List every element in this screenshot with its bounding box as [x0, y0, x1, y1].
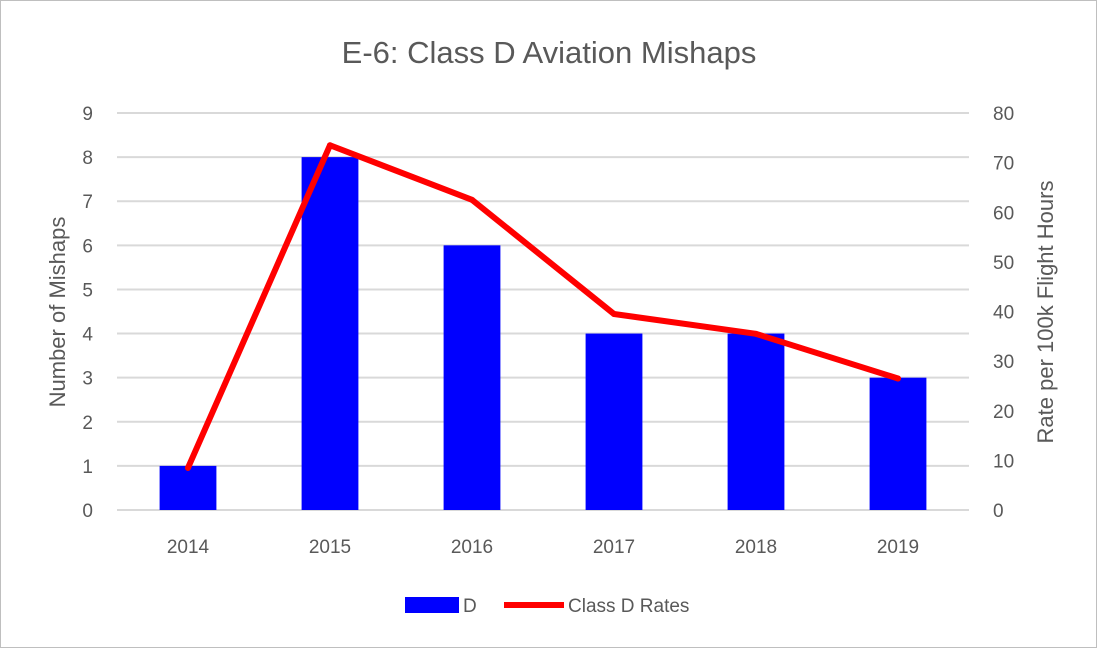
- y-tick-label: 6: [82, 236, 93, 257]
- y2-axis-label: Rate per 100k Flight Hours: [1033, 181, 1058, 444]
- rate-point: [753, 330, 759, 337]
- bar: [443, 245, 501, 511]
- rate-line: [185, 142, 901, 471]
- bar: [869, 377, 927, 510]
- x-tick-label: 2019: [877, 537, 919, 558]
- x-tick-label: 2016: [451, 537, 493, 558]
- bar: [301, 157, 359, 510]
- bar: [159, 465, 217, 510]
- bar-series: [159, 157, 927, 511]
- y2-tick-label: 20: [993, 402, 1014, 423]
- rate-point: [611, 310, 617, 317]
- rate-point: [327, 142, 333, 149]
- x-tick-label: 2015: [309, 537, 351, 558]
- chart-title: E-6: Class D Aviation Mishaps: [342, 35, 757, 70]
- rate-point: [895, 375, 901, 382]
- y2-tick-label: 10: [993, 451, 1014, 472]
- x-tick-label: 2014: [167, 537, 210, 558]
- y2-tick-label: 30: [993, 352, 1014, 373]
- y2-tick-label: 50: [993, 253, 1014, 274]
- y2-tick-label: 40: [993, 303, 1014, 324]
- x-axis-ticks: 2014 2015 2016 2017 2018 2019: [167, 537, 919, 558]
- rate-point: [469, 196, 475, 203]
- y-tick-label: 4: [82, 325, 93, 346]
- legend-label-bar: D: [463, 596, 477, 617]
- x-tick-label: 2017: [593, 537, 635, 558]
- y2-tick-label: 80: [993, 104, 1014, 125]
- gridlines: [117, 112, 969, 511]
- y2-tick-label: 0: [993, 501, 1004, 522]
- bar: [727, 333, 785, 510]
- right-axis-ticks: 0 10 20 30 40 50 60 70 80: [993, 104, 1014, 522]
- legend: D Class D Rates: [405, 596, 689, 617]
- left-axis-ticks: 0 1 2 3 4 5 6 7 8 9: [82, 104, 93, 522]
- legend-label-line: Class D Rates: [568, 596, 689, 617]
- rate-point: [185, 464, 191, 471]
- y-tick-label: 9: [82, 104, 93, 125]
- legend-swatch-bar: [405, 597, 459, 613]
- y-tick-label: 0: [82, 501, 93, 522]
- y2-tick-label: 70: [993, 154, 1014, 175]
- y-axis-label: Number of Mishaps: [45, 217, 70, 408]
- y-tick-label: 8: [82, 148, 93, 169]
- x-tick-label: 2018: [735, 537, 777, 558]
- bar: [585, 333, 643, 510]
- y-tick-label: 3: [82, 369, 93, 390]
- y-tick-label: 2: [82, 413, 93, 434]
- line-series: [185, 142, 901, 471]
- y2-tick-label: 60: [993, 203, 1014, 224]
- y-tick-label: 5: [82, 280, 93, 301]
- y-tick-label: 7: [82, 192, 93, 213]
- y-tick-label: 1: [82, 457, 93, 478]
